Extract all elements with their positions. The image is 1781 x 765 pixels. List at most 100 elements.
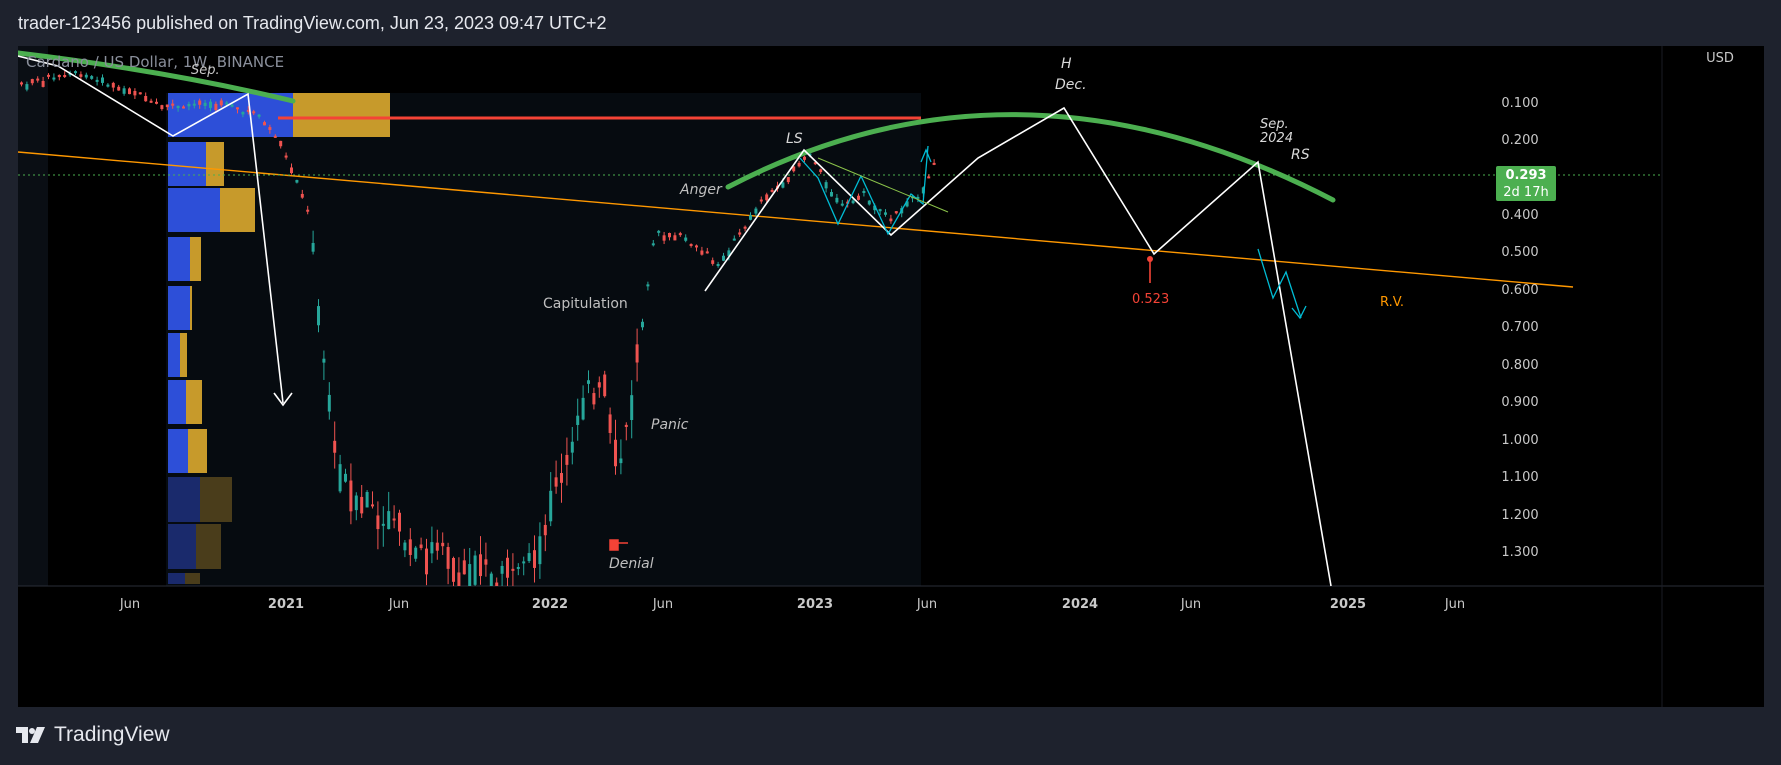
candle-body [533,550,536,568]
candle-body [344,473,347,482]
candle-body [884,212,887,215]
candle-body [392,518,396,521]
candle-body [165,104,169,108]
last-price-badge: 0.293 2d 17h [1496,166,1556,201]
volume-bar-up [168,380,186,424]
head-arc [725,112,1336,203]
candle-body [689,244,693,247]
label-dec: Dec. [1055,77,1087,93]
candle-body [381,523,385,526]
time-tick-label: Jun [1180,597,1201,612]
candle-body [554,477,558,487]
candle-body [468,564,472,586]
candle-body [365,491,369,508]
candle-body [662,235,666,241]
price-tick-label: 1.000 [1501,433,1538,448]
candle-body [754,208,758,214]
candle-body [295,180,299,183]
candle-body [117,86,121,91]
volume-bar-down [190,286,192,330]
projection-zigzag [1257,248,1302,319]
range-left-panel [18,46,48,586]
footer: TradingView [0,710,1781,765]
last-price-countdown: 2d 17h [1503,185,1548,200]
candle-body [862,190,866,193]
projection-left [17,55,284,404]
candle-body [619,458,623,464]
candle-body [830,192,833,197]
denial-marker [609,539,628,551]
candle-body [376,515,380,530]
candle-body [192,103,196,106]
candle-body [273,135,277,138]
candle-body [219,100,223,106]
candle-body [414,547,418,559]
candle-body [484,559,488,565]
candle-body [657,230,661,233]
label-rv: R.V. [1380,295,1404,310]
candle-body [749,215,752,220]
candle-body [835,197,839,203]
candle-body [155,101,158,104]
candle-body [74,71,77,74]
candle-body [387,511,391,530]
candle-body [284,155,288,158]
price-chart[interactable]: Cardano / US Dollar, 1W, BINANCE Sep. H … [15,46,1764,707]
tradingview-logo[interactable]: TradingView [16,723,170,747]
candle-body [857,195,860,200]
candle-body [889,218,893,222]
candle-body [921,187,925,194]
candle-body [360,496,364,514]
candle-body [711,260,715,264]
time-tick-label: Jun [119,597,140,612]
candle-body [635,344,639,363]
candle-body [101,77,104,83]
candle-body [695,245,698,248]
time-tick-label: 2025 [1330,597,1366,612]
candle-body [403,542,407,551]
label-denial: Denial [609,556,654,572]
brand-name: TradingView [54,723,170,746]
candle-body [489,573,493,586]
time-tick-label: Jun [652,597,673,612]
label-anger: Anger [679,182,723,198]
candle-body [457,572,461,586]
candle-body [57,74,61,78]
candle-body [813,162,817,165]
candle-body [306,209,310,212]
candle-body [722,255,725,261]
volume-bar-down [220,188,255,232]
candle-body [592,393,596,405]
candle-body [840,203,844,206]
candle-body [246,109,250,112]
candle-body [506,557,509,578]
candle-body [252,111,256,114]
candle-body [441,542,445,547]
label-year-2024: 2024 [1260,131,1293,146]
candle-body [333,440,337,453]
candle-body [819,169,823,173]
candle-body [300,193,304,198]
candle-body [570,441,574,453]
price-axis: 0.100 0.200 0.400 0.500 0.600 0.700 0.800 0.900… [1501,96,1538,560]
volume-bar-down [190,237,201,281]
candle-body [398,512,401,532]
candle-body [327,394,331,412]
projection-left-arrowhead [273,392,293,407]
candle-body [225,102,229,105]
candle-body [198,100,202,105]
candle-body [182,106,185,109]
candle-body [47,74,50,77]
chart-frame[interactable]: Cardano / US Dollar, 1W, BINANCE Sep. H … [15,46,1764,707]
candle-body [522,561,526,564]
candle-body [241,111,245,115]
candle-body [727,250,731,257]
target-marker-dot [1147,256,1153,262]
candle-body [263,122,266,126]
candle-body [106,84,110,87]
candle-body [408,539,412,555]
candle-body [527,553,531,562]
candle-body [268,127,272,130]
candle-body [435,542,439,551]
label-h: H [1061,56,1072,72]
